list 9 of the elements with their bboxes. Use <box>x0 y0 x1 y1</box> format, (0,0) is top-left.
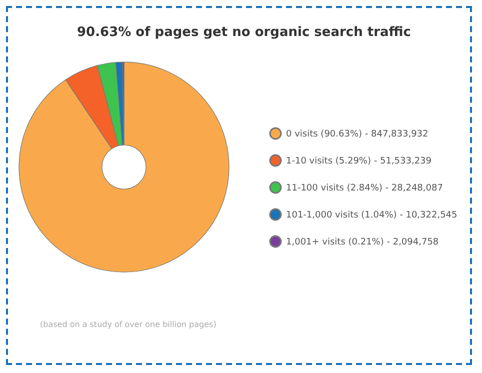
legend-label: 101-1,000 visits (1.04%) - 10,322,545 <box>286 210 458 220</box>
chart-title: 90.63% of pages get no organic search traffic <box>76 24 412 40</box>
text: (based on a study of over one billion pages) <box>40 320 216 329</box>
legend-label: 1,001+ visits (0.21%) - 2,094,758 <box>286 238 439 248</box>
donut-slice <box>18 62 230 272</box>
legend-label: 1-10 visits (5.29%) - 51,533,239 <box>286 156 432 166</box>
donut-slice <box>65 65 119 150</box>
legend-label: 11-100 visits (2.84%) - 28,248,087 <box>286 184 443 194</box>
legend-label: 0 visits (90.63%) - 847,833,932 <box>286 130 428 140</box>
